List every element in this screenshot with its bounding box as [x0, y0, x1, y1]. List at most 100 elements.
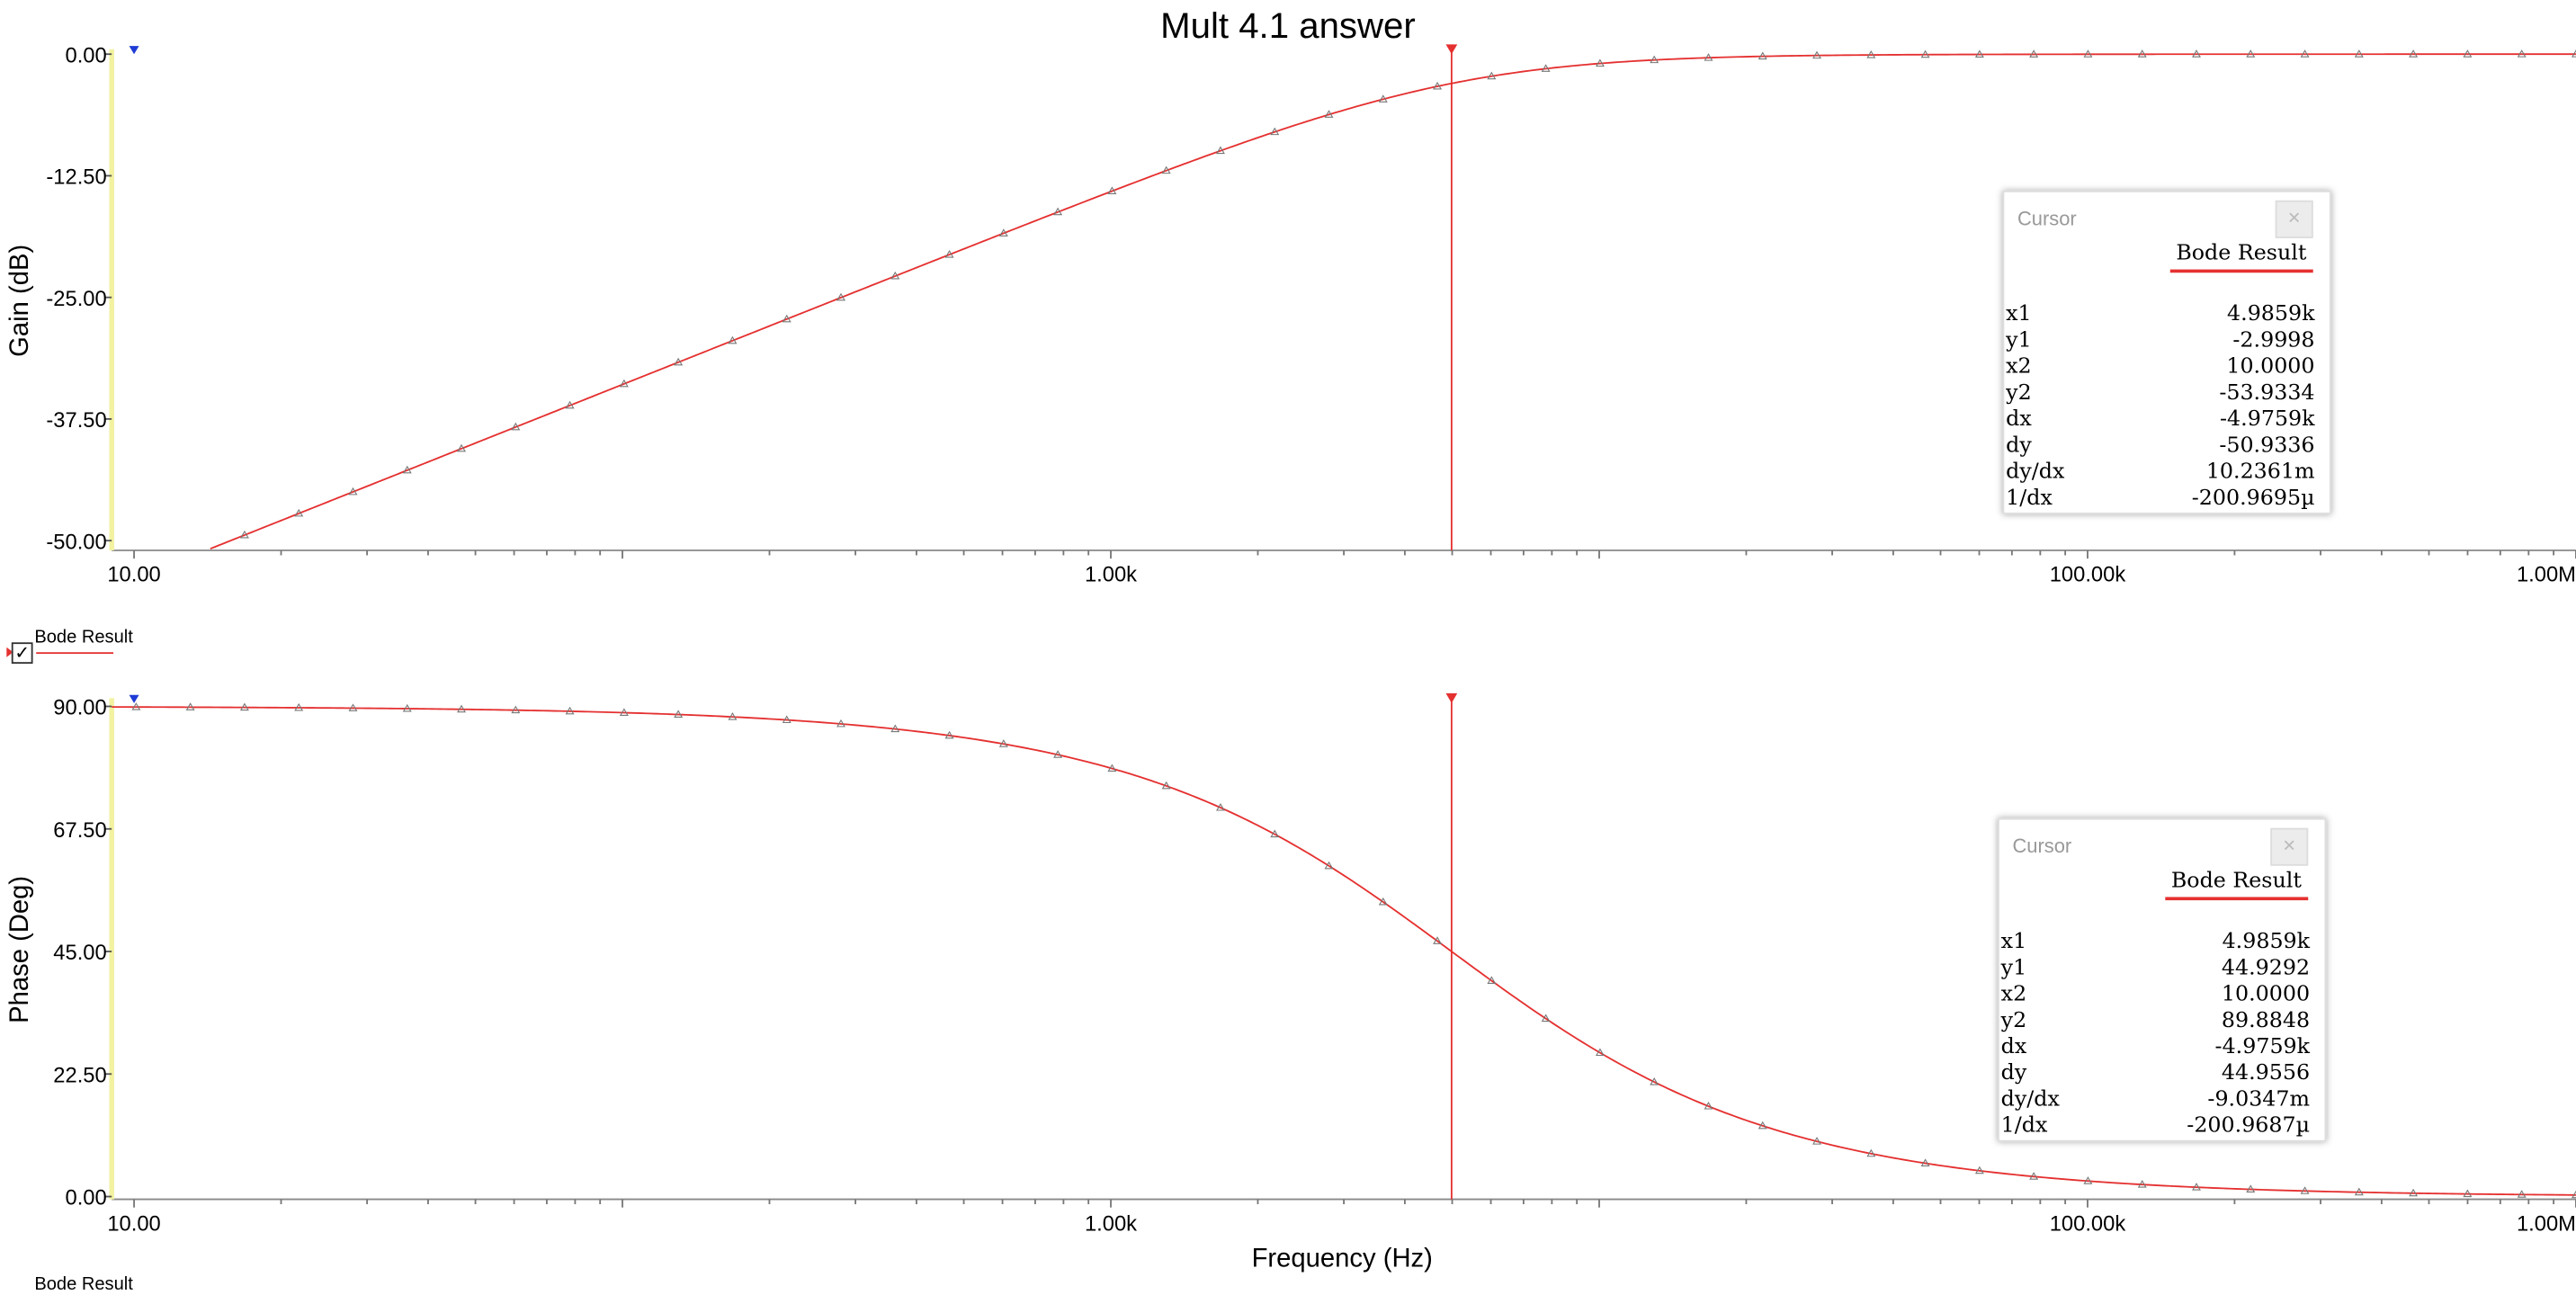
- series-marker: [1812, 1137, 1822, 1145]
- x-tick-label: 10.00: [107, 564, 160, 587]
- cursor-1-handle-icon[interactable]: [1445, 44, 1458, 55]
- cursor-2-handle-icon[interactable]: [129, 46, 139, 55]
- y-tick-label: 90.00: [53, 697, 106, 720]
- cursor-row-label: 1/dx: [2006, 486, 2053, 512]
- cursor-row-value: -4.9759k: [2220, 407, 2315, 433]
- cursor-row-value: -200.9695µ: [2191, 486, 2315, 512]
- series-marker: [1433, 936, 1443, 944]
- series-marker: [944, 250, 954, 258]
- cursor-row-value: 44.9556: [2221, 1061, 2311, 1086]
- close-icon[interactable]: ✕: [2270, 827, 2309, 866]
- series-marker: [239, 702, 249, 711]
- y-axis-title: Gain (dB): [5, 245, 34, 357]
- series-marker: [2029, 49, 2039, 58]
- cursor-row: y1 -2.9998: [2006, 328, 2318, 354]
- cursor-row: x1 4.9859k: [2006, 302, 2318, 328]
- series-marker: [1053, 207, 1063, 216]
- cursor-row: dy/dx 10.2361m: [2006, 460, 2318, 487]
- cursor-row-label: y1: [2000, 956, 2027, 981]
- series-marker: [1161, 165, 1171, 174]
- series-marker: [2137, 49, 2147, 58]
- x-tick-label: 1.00M: [2517, 1212, 2576, 1236]
- cursor-row-label: 1/dx: [2000, 1113, 2048, 1139]
- series-marker: [294, 702, 304, 711]
- series-marker: [2029, 1172, 2039, 1180]
- cursor-row-value: -53.9334: [2219, 380, 2315, 406]
- series-marker: [1650, 1077, 1659, 1085]
- y-tick-label: 45.00: [53, 942, 106, 965]
- series-marker: [1487, 976, 1497, 985]
- legend-label: Bode Result: [34, 627, 133, 648]
- y-tick-label: 67.50: [53, 819, 106, 843]
- series-marker: [782, 715, 792, 724]
- y-tick-label: -12.50: [46, 166, 106, 190]
- legend-checkbox[interactable]: ✓: [11, 642, 33, 665]
- series-marker: [565, 706, 575, 715]
- x-tick-label: 1.00k: [1085, 564, 1137, 587]
- cursor-row: dx -4.9759k: [2001, 1035, 2313, 1061]
- series-markers: [239, 49, 2576, 539]
- series-marker: [890, 724, 900, 733]
- x-tick-label: 1.00k: [1085, 1212, 1137, 1236]
- cursor-row-label: y2: [2000, 1008, 2027, 1034]
- series-marker: [1053, 750, 1063, 758]
- cursor-row-label: y1: [2006, 328, 2032, 353]
- cursor-row: dx -4.9759k: [2006, 407, 2318, 433]
- series-marker: [998, 739, 1008, 747]
- cursor-row-label: dy/dx: [2006, 460, 2065, 485]
- cursor-row-value: 10.0000: [2221, 982, 2311, 1007]
- y-tick-label: 0.00: [66, 44, 107, 67]
- series-marker: [1920, 49, 1930, 58]
- series-marker: [1107, 186, 1117, 194]
- gain-cursor-panel[interactable]: Cursor ✕ Bode Result x1 4.9859k y1 -2.9998…: [2002, 190, 2331, 514]
- series-marker: [511, 705, 521, 714]
- y-tick-label: 0.00: [66, 1187, 107, 1210]
- cursor-panel-header: Cursor: [2017, 207, 2077, 230]
- series-marker: [2517, 49, 2527, 58]
- legend-bottom-label: Bode Result: [34, 1274, 133, 1295]
- series-marker: [1866, 49, 1876, 58]
- cursor-row: dy/dx -9.0347m: [2001, 1087, 2313, 1113]
- cursor-row-label: x1: [2006, 302, 2032, 327]
- cursor-row: dy -50.9336: [2006, 433, 2318, 460]
- series-marker: [1487, 71, 1497, 80]
- series-marker: [2083, 1176, 2093, 1184]
- cursor-2-handle-icon[interactable]: [129, 694, 139, 703]
- series-marker: [402, 465, 412, 474]
- x-tick-label: 100.00k: [2050, 1212, 2126, 1236]
- series-marker: [2246, 49, 2256, 58]
- y-tick-label: 22.50: [53, 1064, 106, 1087]
- series-marker: [457, 443, 466, 452]
- series-marker: [1324, 110, 1334, 118]
- y-axis-title: Phase (Deg): [5, 876, 34, 1023]
- cursor-1-handle-icon[interactable]: [1445, 692, 1458, 703]
- series-marker: [2409, 1188, 2419, 1197]
- series-marker: [1215, 146, 1225, 155]
- cursor-row-label: dx: [2006, 407, 2032, 433]
- series-marker: [457, 704, 466, 713]
- series-marker: [1378, 94, 1388, 103]
- series-marker: [1270, 127, 1280, 136]
- series-marker: [2517, 1190, 2527, 1198]
- series-marker: [402, 703, 412, 712]
- phase-cursor-panel[interactable]: Cursor ✕ Bode Result x1 4.9859k y1 44.9292…: [1998, 817, 2327, 1142]
- cursor-row: dy 44.9556: [2001, 1061, 2313, 1087]
- series-marker: [348, 703, 358, 711]
- close-icon[interactable]: ✕: [2275, 200, 2313, 238]
- cursor-row-value: 10.0000: [2226, 354, 2315, 380]
- series-marker: [1270, 829, 1280, 838]
- series-marker: [1378, 897, 1388, 906]
- cursor-row-value: -4.9759k: [2214, 1034, 2311, 1060]
- cursor-row-value: 44.9292: [2221, 956, 2311, 981]
- legend-pointer-icon: [6, 647, 13, 657]
- cursor-row-label: y2: [2006, 380, 2032, 406]
- cursor-panel-series: Bode Result: [2169, 242, 2313, 273]
- cursor-row: 1/dx -200.9687µ: [2001, 1114, 2313, 1140]
- series-marker: [239, 530, 249, 539]
- series-marker: [674, 710, 684, 719]
- cursor-row-value: 4.9859k: [2222, 929, 2311, 955]
- cursor-row-value: -9.0347m: [2207, 1087, 2311, 1112]
- series-marker: [1324, 861, 1334, 870]
